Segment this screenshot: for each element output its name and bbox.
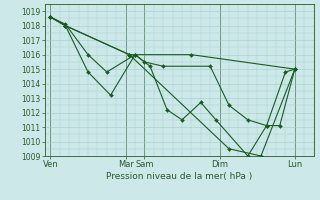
X-axis label: Pression niveau de la mer( hPa ): Pression niveau de la mer( hPa )	[106, 172, 252, 181]
